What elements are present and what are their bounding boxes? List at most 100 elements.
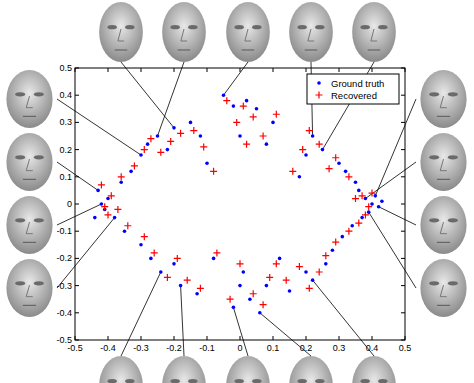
x-tick bbox=[207, 336, 208, 340]
y-tick bbox=[75, 149, 79, 150]
point bbox=[129, 170, 133, 174]
face-eye bbox=[429, 218, 439, 222]
x-tick bbox=[240, 68, 241, 72]
face-bg bbox=[416, 133, 471, 191]
face-shape bbox=[6, 70, 52, 128]
face-shape bbox=[226, 2, 270, 62]
face-bg bbox=[95, 2, 147, 62]
point bbox=[324, 262, 328, 266]
face-shape bbox=[99, 356, 143, 383]
point bbox=[278, 257, 282, 261]
point bbox=[139, 243, 143, 247]
face-bg bbox=[222, 356, 274, 383]
leader-line bbox=[57, 162, 98, 190]
face-bg bbox=[222, 2, 274, 62]
point bbox=[306, 127, 313, 134]
face-eye bbox=[170, 379, 179, 383]
y-tick bbox=[75, 340, 79, 341]
face-image bbox=[348, 2, 400, 62]
x-tick bbox=[207, 68, 208, 72]
point bbox=[118, 173, 125, 180]
point bbox=[248, 297, 252, 301]
leader-line bbox=[57, 218, 115, 288]
x-tick-label: -0.3 bbox=[133, 343, 149, 353]
face-eye bbox=[15, 92, 25, 96]
face-image bbox=[2, 259, 57, 317]
face-eye bbox=[234, 25, 243, 29]
leader-line bbox=[233, 307, 248, 356]
x-tick bbox=[108, 336, 109, 340]
face-eye bbox=[34, 155, 44, 159]
face-eye bbox=[170, 25, 179, 29]
legend-marker bbox=[316, 92, 323, 99]
face-bg bbox=[348, 356, 400, 383]
point bbox=[331, 248, 335, 252]
face-mouth bbox=[242, 49, 254, 50]
y-tick bbox=[75, 258, 79, 259]
face-mouth bbox=[115, 49, 127, 50]
point bbox=[260, 301, 267, 308]
y-tick-label: 0.2 bbox=[59, 145, 72, 155]
point bbox=[265, 142, 269, 146]
face-eye bbox=[34, 92, 44, 96]
point bbox=[341, 235, 345, 239]
legend-box bbox=[307, 74, 399, 104]
face-eye bbox=[234, 379, 243, 383]
point bbox=[237, 260, 244, 267]
face-shape bbox=[6, 196, 52, 254]
point bbox=[359, 192, 366, 199]
legend: Ground truthRecovered bbox=[307, 74, 399, 104]
face-shape bbox=[420, 196, 466, 254]
point bbox=[304, 153, 308, 157]
point bbox=[296, 263, 303, 270]
point bbox=[255, 107, 259, 111]
point bbox=[114, 206, 121, 213]
face-bg bbox=[2, 133, 57, 191]
y-tick bbox=[75, 312, 79, 313]
y-tick bbox=[401, 149, 405, 150]
face-nose bbox=[308, 29, 314, 41]
point bbox=[311, 278, 315, 282]
legend-marker bbox=[317, 81, 321, 85]
x-tick-label: 0 bbox=[237, 343, 242, 353]
legend-label: Ground truth bbox=[331, 78, 384, 89]
point bbox=[227, 296, 234, 303]
point bbox=[172, 262, 176, 266]
face-eye bbox=[252, 379, 261, 383]
points bbox=[93, 93, 384, 314]
face-nose bbox=[26, 285, 33, 297]
face-nose bbox=[371, 29, 377, 41]
point bbox=[352, 195, 359, 202]
point bbox=[147, 135, 154, 142]
y-tick bbox=[401, 68, 405, 69]
leader-line bbox=[369, 212, 416, 288]
x-tick bbox=[273, 336, 274, 340]
face-nose bbox=[245, 29, 251, 41]
face-nose bbox=[440, 159, 447, 171]
point bbox=[156, 134, 160, 138]
point bbox=[124, 222, 131, 229]
face-shape bbox=[289, 356, 333, 383]
leader-line bbox=[260, 313, 311, 356]
point bbox=[184, 277, 191, 284]
face-shape bbox=[420, 133, 466, 191]
point bbox=[141, 146, 148, 153]
x-tick-label: 0.5 bbox=[399, 343, 412, 353]
y-tick bbox=[75, 204, 79, 205]
face-eye bbox=[429, 92, 439, 96]
face-image bbox=[2, 196, 57, 254]
point bbox=[357, 189, 361, 193]
x-tick bbox=[75, 68, 76, 72]
point bbox=[157, 149, 164, 156]
face-nose bbox=[26, 96, 33, 108]
face-image bbox=[416, 259, 471, 317]
point bbox=[365, 203, 372, 210]
face-bg bbox=[2, 70, 57, 128]
point bbox=[380, 199, 384, 203]
face-eye bbox=[297, 25, 306, 29]
x-tick bbox=[306, 68, 307, 72]
point bbox=[370, 202, 374, 206]
face-nose bbox=[26, 159, 33, 171]
point bbox=[96, 189, 100, 193]
point bbox=[200, 143, 207, 150]
